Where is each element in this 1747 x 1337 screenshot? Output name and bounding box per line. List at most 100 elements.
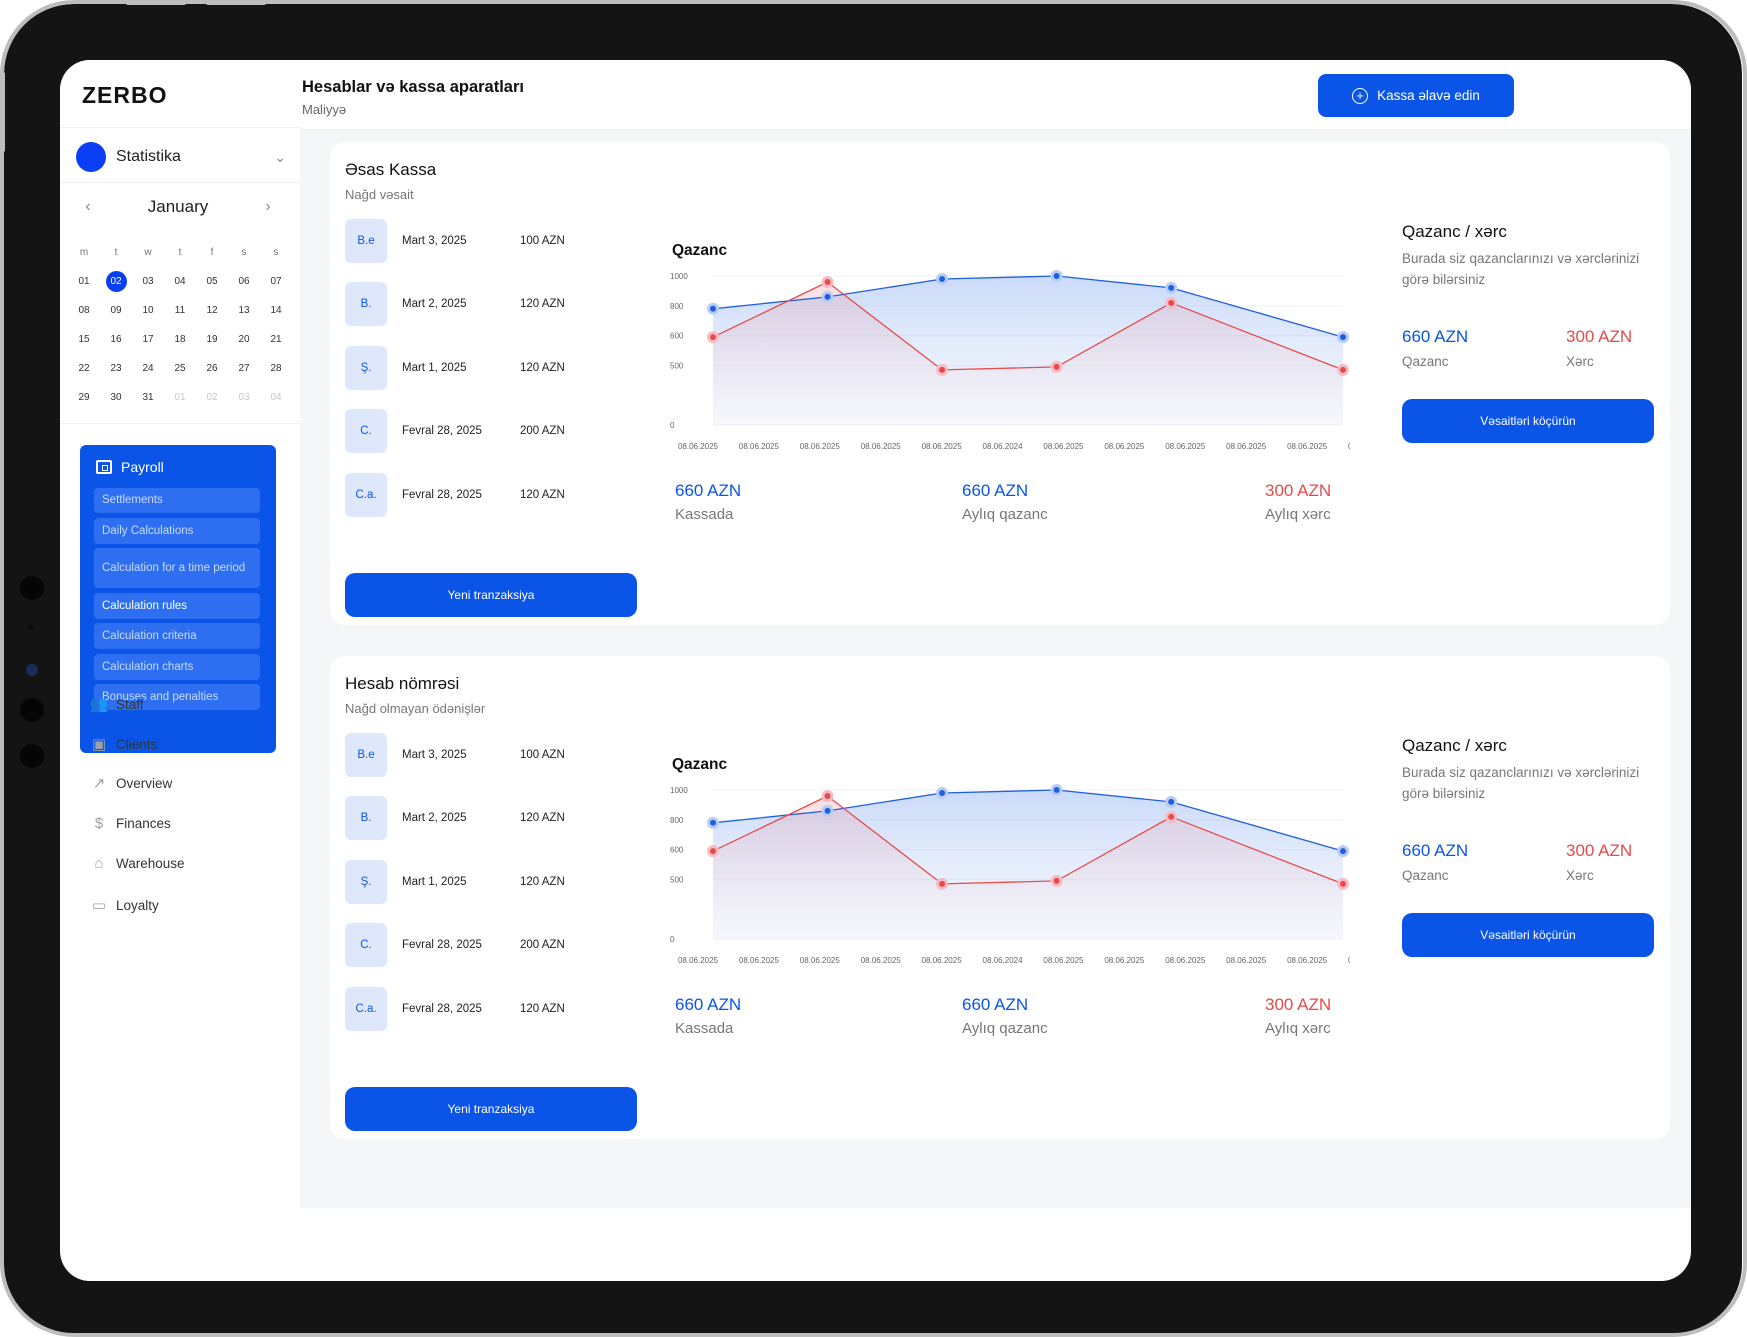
calendar-day[interactable]: 21 xyxy=(260,325,292,354)
calendar-day[interactable]: 25 xyxy=(164,354,196,383)
calendar-day[interactable]: 03 xyxy=(228,383,260,412)
data-point[interactable] xyxy=(824,278,831,285)
data-point[interactable] xyxy=(1053,273,1060,279)
calendar-day[interactable]: 14 xyxy=(260,296,292,325)
payroll-submenu-item[interactable]: Calculation criteria xyxy=(94,623,260,649)
data-point[interactable] xyxy=(710,334,716,341)
sidebar-item-staff[interactable]: 👥 Staff xyxy=(90,692,144,716)
data-point[interactable] xyxy=(1168,798,1175,805)
transaction-row[interactable]: Ş. Mart 1, 2025 120 AZN xyxy=(345,346,575,390)
payroll-submenu-item[interactable]: Calculation charts xyxy=(94,654,260,680)
calendar-day[interactable]: 01 xyxy=(164,383,196,412)
calendar-day[interactable]: 04 xyxy=(260,383,292,412)
calendar-day[interactable]: 28 xyxy=(260,354,292,383)
sidebar-item-overview[interactable]: ↗ Overview xyxy=(90,771,173,795)
transaction-row[interactable]: B.e Mart 3, 2025 100 AZN xyxy=(345,219,575,263)
calendar-day[interactable]: 17 xyxy=(132,325,164,354)
payroll-submenu-item[interactable]: Calculation rules xyxy=(94,593,260,619)
payroll-submenu-item[interactable]: Daily Calculations xyxy=(94,518,260,544)
wallet-icon xyxy=(96,460,112,474)
calendar-day[interactable]: 22 xyxy=(68,354,100,383)
camera-hole xyxy=(20,744,44,768)
calendar-day[interactable]: 26 xyxy=(196,354,228,383)
calendar-day[interactable]: 15 xyxy=(68,325,100,354)
data-point[interactable] xyxy=(939,366,946,373)
calendar-day[interactable]: 19 xyxy=(196,325,228,354)
transfer-funds-button[interactable]: Vəsaitləri köçürün xyxy=(1402,399,1654,443)
calendar-day[interactable]: 10 xyxy=(132,296,164,325)
data-point[interactable] xyxy=(939,789,946,796)
data-point[interactable] xyxy=(1168,813,1175,820)
payroll-submenu-item[interactable]: Calculation for a time period xyxy=(94,548,260,588)
sidebar-item-finances[interactable]: $ Finances xyxy=(90,811,171,835)
calendar-day[interactable]: 01 xyxy=(68,267,100,296)
calendar-day[interactable]: 06 xyxy=(228,267,260,296)
calendar-day[interactable]: 24 xyxy=(132,354,164,383)
calendar-day[interactable]: 07 xyxy=(260,267,292,296)
calendar-day[interactable]: 18 xyxy=(164,325,196,354)
transaction-row[interactable]: B. Mart 2, 2025 120 AZN xyxy=(345,282,575,326)
calendar-day[interactable]: 03 xyxy=(132,267,164,296)
calendar-day[interactable]: 02 xyxy=(196,383,228,412)
statistics-selector[interactable]: Statistika ⌄ xyxy=(76,140,286,174)
data-point[interactable] xyxy=(1053,877,1060,884)
data-point[interactable] xyxy=(1340,334,1346,341)
data-point[interactable] xyxy=(939,880,946,887)
data-point[interactable] xyxy=(1340,880,1346,887)
calendar-day-number: 24 xyxy=(142,363,154,374)
weekday-badge: C.a. xyxy=(345,987,387,1031)
calendar-day[interactable]: 12 xyxy=(196,296,228,325)
data-point[interactable] xyxy=(1168,284,1175,291)
chevron-right-icon[interactable]: › xyxy=(265,198,271,215)
data-point[interactable] xyxy=(1053,787,1060,793)
data-point[interactable] xyxy=(824,807,831,814)
calendar-day[interactable]: 11 xyxy=(164,296,196,325)
transfer-funds-button[interactable]: Vəsaitləri köçürün xyxy=(1402,913,1654,957)
calendar-day-number: 29 xyxy=(78,392,90,403)
transaction-row[interactable]: C. Fevral 28, 2025 200 AZN xyxy=(345,923,575,967)
data-point[interactable] xyxy=(710,819,716,826)
new-transaction-button[interactable]: Yeni tranzaksiya xyxy=(345,573,637,617)
new-transaction-button[interactable]: Yeni tranzaksiya xyxy=(345,1087,637,1131)
transaction-amount: 200 AZN xyxy=(520,939,565,951)
data-point[interactable] xyxy=(710,305,716,312)
payroll-submenu-item[interactable]: Settlements xyxy=(94,488,260,513)
data-point[interactable] xyxy=(939,275,946,282)
transaction-row[interactable]: B. Mart 2, 2025 120 AZN xyxy=(345,796,575,840)
data-point[interactable] xyxy=(1340,366,1346,373)
calendar-day-selected[interactable]: 02 xyxy=(100,267,132,296)
transaction-row[interactable]: C. Fevral 28, 2025 200 AZN xyxy=(345,409,575,453)
calendar-day[interactable]: 16 xyxy=(100,325,132,354)
transaction-row[interactable]: Ş. Mart 1, 2025 120 AZN xyxy=(345,860,575,904)
calendar-day[interactable]: 31 xyxy=(132,383,164,412)
chart-x-tick: 08.06.2025 xyxy=(678,956,719,965)
calendar-day[interactable]: 27 xyxy=(228,354,260,383)
calendar-day[interactable]: 23 xyxy=(100,354,132,383)
transaction-row[interactable]: C.a. Fevral 28, 2025 120 AZN xyxy=(345,473,575,517)
weekday-badge: Ş. xyxy=(345,860,387,904)
calendar-day[interactable]: 09 xyxy=(100,296,132,325)
calendar-day[interactable]: 20 xyxy=(228,325,260,354)
transaction-row[interactable]: C.a. Fevral 28, 2025 120 AZN xyxy=(345,987,575,1031)
data-point[interactable] xyxy=(710,848,716,855)
calendar-day[interactable]: 29 xyxy=(68,383,100,412)
sidebar-item-loyalty[interactable]: ▭ Loyalty xyxy=(90,893,159,917)
calendar-day[interactable]: 04 xyxy=(164,267,196,296)
add-register-button[interactable]: + Kassa əlavə edin xyxy=(1318,74,1514,117)
calendar-day[interactable]: 05 xyxy=(196,267,228,296)
data-point[interactable] xyxy=(824,792,831,799)
sidebar-item-clients[interactable]: ▣ Clients xyxy=(90,732,157,756)
payroll-header[interactable]: Payroll xyxy=(96,459,164,475)
sidebar-item-warehouse[interactable]: ⌂ Warehouse xyxy=(90,851,184,875)
calendar-day[interactable]: 13 xyxy=(228,296,260,325)
summary-description: Burada siz qazanclarınızı və xərcləriniz… xyxy=(1402,251,1640,287)
data-point[interactable] xyxy=(824,293,831,300)
payroll-submenu-item[interactable]: Bonuses and penalties xyxy=(94,684,260,710)
transaction-row[interactable]: B.e Mart 3, 2025 100 AZN xyxy=(345,733,575,777)
calendar-day[interactable]: 30 xyxy=(100,383,132,412)
chevron-left-icon[interactable]: ‹ xyxy=(85,198,91,215)
data-point[interactable] xyxy=(1168,299,1175,306)
data-point[interactable] xyxy=(1053,363,1060,370)
calendar-day[interactable]: 08 xyxy=(68,296,100,325)
data-point[interactable] xyxy=(1340,848,1346,855)
